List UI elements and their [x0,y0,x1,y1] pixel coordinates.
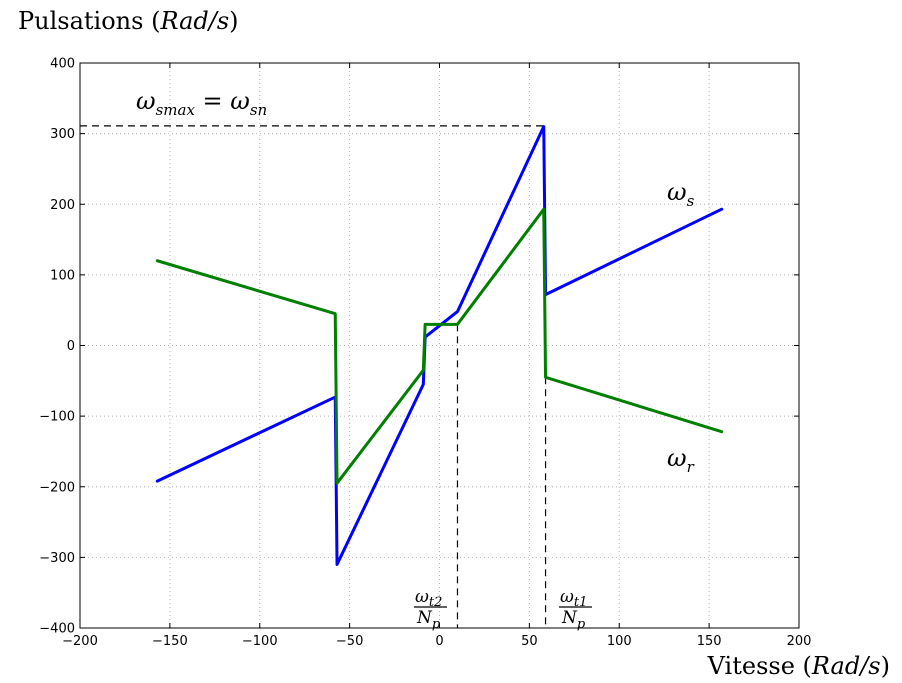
y-axis-title-paren-open: ( [151,7,160,35]
annotation-wr-symbol: ω [667,444,687,472]
annotation-wr-sub: r [687,458,695,476]
annotation-wt1-num-sub: t1 [574,595,588,610]
series-line-2 [155,207,724,485]
y-tick-label: −100 [39,410,75,425]
y-tick-label: −300 [39,551,75,566]
annotation-wt1-num-symbol: ω [560,587,574,607]
y-tick-label: 100 [50,268,75,283]
annotation-wsmax-lhs-sub: smax [156,101,196,119]
y-axis-title: Pulsations (Rad/s) [18,7,239,35]
y-tick-label: −400 [39,622,75,637]
y-tick-label: 0 [67,339,75,354]
annotation-wt2-den-sub: p [432,617,441,632]
annotation-ws-symbol: ω [667,178,687,206]
x-tick-label: 150 [697,634,722,649]
annotation-wsmax-eq: = [195,87,230,115]
tick-labels: −200 −150 −100 −50 0 50 100 150 200 −400 −300 −200 −… [39,57,811,650]
y-tick-label: 400 [50,57,75,72]
y-axis-title-main: Pulsations [18,7,151,35]
ticks [79,62,800,629]
grid [80,63,799,628]
y-tick-label: −200 [39,480,75,495]
annotation-wt1-denominator: Np [561,608,586,632]
x-tick-label: −150 [152,634,188,649]
x-axis-title-paren-open: ( [803,652,812,680]
annotation-wt2-numerator: ωt2 [415,587,442,610]
x-tick-label: −200 [62,634,98,649]
annotation-wt1-den-symbol: N [561,608,578,628]
annotation-wr: ωr [667,444,695,476]
annotation-ws-sub: s [687,192,695,210]
x-tick-label: 200 [787,634,812,649]
x-tick-label: −100 [242,634,278,649]
x-axis-title: Vitesse (Rad/s) [707,652,890,680]
annotation-wsmax-rhs: ω [230,87,250,115]
annotation-wsmax-lhs: ω [136,87,156,115]
annotation-wt2-den-symbol: N [416,608,433,628]
annotation-wt2: ωt2 Np [414,587,447,632]
annotation-wt1-den-sub: p [577,617,586,632]
y-axis-title-unit: Rad/s [159,7,229,35]
annotation-wt2-denominator: Np [416,608,441,632]
x-axis-title-main: Vitesse [707,652,803,680]
x-tick-label: 0 [435,634,443,649]
y-tick-label: 200 [50,198,75,213]
x-tick-label: 50 [521,634,538,649]
series-group [155,125,724,566]
y-axis-title-paren-close: ) [229,7,238,35]
x-tick-label: 100 [607,634,632,649]
annotation-wsmax-rhs-sub: sn [250,101,267,119]
series-line-1 [155,125,724,566]
x-axis-title-unit: Rad/s [811,652,881,680]
annotation-wsmax: ωsmax = ωsn [136,87,267,119]
annotation-wt2-num-sub: t2 [429,595,443,610]
annotation-wt1: ωt1 Np [559,587,592,632]
annotation-wt2-num-symbol: ω [415,587,429,607]
annotation-ws: ωs [667,178,695,210]
x-tick-label: −50 [336,634,363,649]
x-axis-title-paren-close: ) [881,652,890,680]
reference-lines [80,125,547,628]
y-tick-label: 300 [50,127,75,142]
annotation-wt1-numerator: ωt1 [560,587,587,610]
